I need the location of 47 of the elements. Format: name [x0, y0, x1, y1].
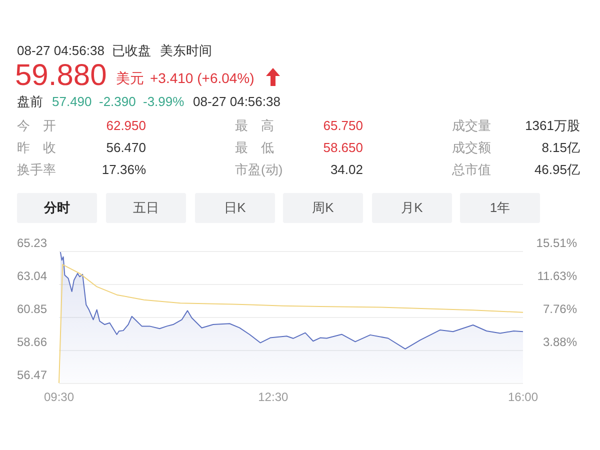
y-tick-label: 65.23 — [17, 236, 48, 250]
text: 56.470 — [106, 140, 146, 156]
text: 1年 — [460, 193, 540, 223]
text: 34.02 — [330, 162, 363, 178]
text: 周K — [283, 193, 363, 223]
y-tick-label: 63.04 — [17, 269, 48, 283]
y2-tick-label: 7.76% — [542, 302, 578, 316]
x-tick-label: 16:00 — [508, 390, 538, 404]
y-tick-label: 58.66 — [17, 335, 48, 349]
text: 今 开 — [17, 118, 56, 134]
x-tick-label: 12:30 — [258, 390, 288, 404]
text: 已收盘 — [112, 43, 151, 59]
text: 换手率 — [17, 162, 56, 178]
text: 58.650 — [323, 140, 363, 156]
text: 65.750 — [323, 118, 363, 134]
text: 昨 收 — [17, 140, 56, 156]
text: 46.95亿 — [534, 162, 580, 178]
y2-tick-label: 15.51% — [536, 236, 578, 250]
y-tick-label: 56.47 — [17, 368, 48, 382]
y2-tick-label: 3.88% — [542, 334, 578, 349]
text: 日K — [195, 193, 275, 223]
text: 08-27 04:56:38 — [17, 43, 104, 59]
x-tick-label: 09:30 — [44, 390, 74, 404]
text: 月K — [372, 193, 452, 223]
text: 市盈(动) — [235, 162, 283, 178]
text: 57.490 — [52, 94, 92, 110]
y-tick-label: 60.85 — [17, 302, 48, 316]
text: 17.36% — [102, 162, 146, 178]
text: -3.99% — [143, 94, 184, 110]
text: 总市值 — [452, 162, 491, 178]
text: 59.880 — [15, 58, 107, 94]
text: 成交额 — [452, 140, 491, 156]
text: 最 高 — [235, 118, 274, 134]
text: 美东时间 — [160, 43, 212, 59]
text: 62.950 — [106, 118, 146, 134]
text: 盘前 — [17, 94, 43, 110]
text: 五日 — [106, 193, 186, 223]
text: 成交量 — [452, 118, 491, 134]
text: 最 低 — [235, 140, 274, 156]
text: -2.390 — [99, 94, 136, 110]
y2-tick-label: 11.63% — [537, 269, 578, 284]
text: +3.410 (+6.04%) — [150, 70, 254, 87]
text: 08-27 04:56:38 — [193, 94, 280, 110]
text: 分时 — [17, 193, 97, 223]
text: 美元 — [116, 70, 144, 87]
text: 1361万股 — [525, 118, 580, 134]
text: 8.15亿 — [542, 140, 580, 156]
